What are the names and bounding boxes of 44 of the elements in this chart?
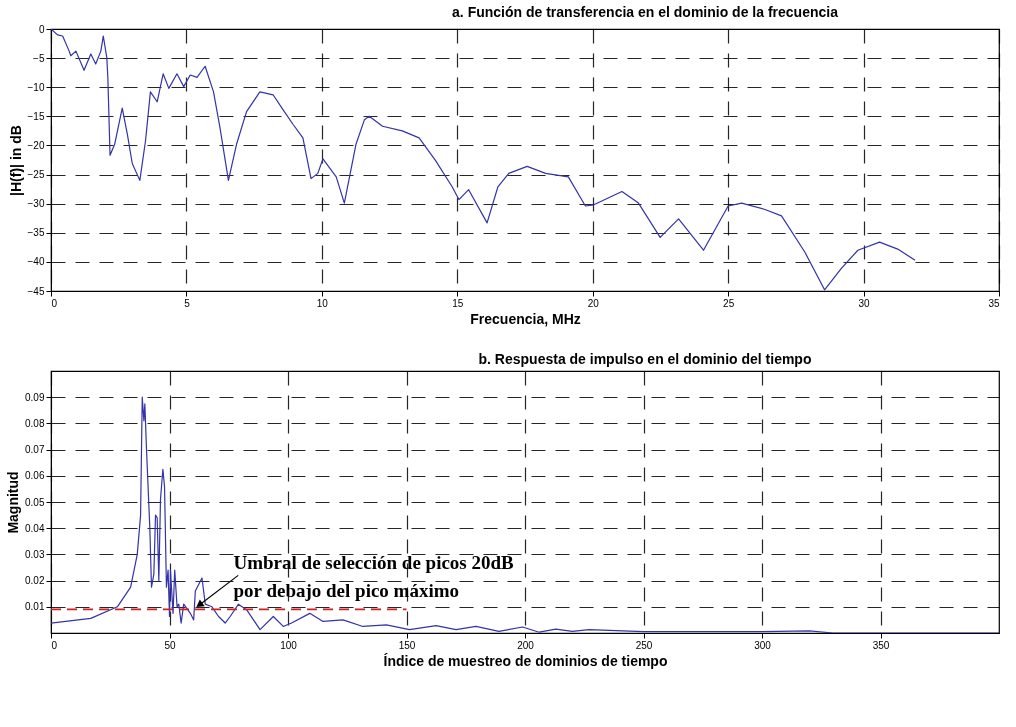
x-tick-label: 150 bbox=[398, 639, 416, 651]
y-tick-label: 0.03 bbox=[25, 548, 45, 560]
y-tick-label: 0.06 bbox=[25, 470, 45, 482]
chart-title: a. Función de transferencia en el dominio de la frecuencia bbox=[452, 4, 839, 20]
x-tick-label: 100 bbox=[280, 639, 298, 651]
annotation: Umbral de selección de picos 20dB por debajo del pico máximo bbox=[233, 552, 515, 602]
y-tick-label: 0.09 bbox=[25, 391, 45, 403]
y-tick-label: −15 bbox=[27, 110, 45, 122]
y-tick-label: −30 bbox=[27, 198, 45, 210]
y-tick-label: 0.02 bbox=[25, 575, 45, 587]
y-tick-label: 0.04 bbox=[25, 522, 45, 534]
y-tick-label: −45 bbox=[27, 285, 45, 297]
y-tick-label: 0.01 bbox=[25, 601, 45, 613]
y-tick-label: −5 bbox=[33, 52, 45, 64]
x-tick-label: 300 bbox=[754, 639, 772, 651]
x-tick-label: 0 bbox=[51, 297, 58, 309]
x-tick-label: 20 bbox=[587, 297, 600, 309]
line-series bbox=[51, 29, 916, 291]
x-tick-label: 250 bbox=[635, 639, 653, 651]
x-tick-label: 350 bbox=[872, 639, 890, 651]
y-tick-label: 0.05 bbox=[25, 496, 45, 508]
x-tick-label: 5 bbox=[184, 297, 191, 309]
x-axis-title: Índice de muestreo de dominios de tiempo bbox=[383, 652, 668, 669]
x-tick-label: 10 bbox=[316, 297, 329, 309]
x-tick-label: 200 bbox=[517, 639, 535, 651]
x-axis-title: Frecuencia, MHz bbox=[470, 310, 581, 327]
y-tick-label: 0.08 bbox=[25, 417, 45, 429]
x-tick-label: 35 bbox=[988, 297, 1000, 309]
y-tick-label: −40 bbox=[27, 256, 45, 268]
y-tick-label: −20 bbox=[27, 139, 45, 151]
y-tick-label: −10 bbox=[27, 81, 45, 93]
x-tick-label: 0 bbox=[51, 639, 58, 651]
x-tick-label: 15 bbox=[452, 297, 464, 309]
line-series bbox=[51, 396, 999, 633]
y-axis-title: Magnitud bbox=[5, 471, 22, 534]
x-tick-label: 25 bbox=[723, 297, 735, 309]
y-tick-label: −35 bbox=[27, 227, 45, 239]
x-tick-label: 50 bbox=[164, 639, 176, 651]
y-tick-label: −25 bbox=[27, 169, 45, 181]
x-tick-label: 30 bbox=[858, 297, 871, 309]
y-tick-label: 0 bbox=[38, 23, 45, 35]
chart-title: b. Respuesta de impulso en el dominio del tiempo bbox=[478, 351, 812, 367]
y-axis-title: |H(f)| in dB bbox=[7, 125, 24, 196]
y-tick-label: 0.07 bbox=[25, 444, 45, 456]
